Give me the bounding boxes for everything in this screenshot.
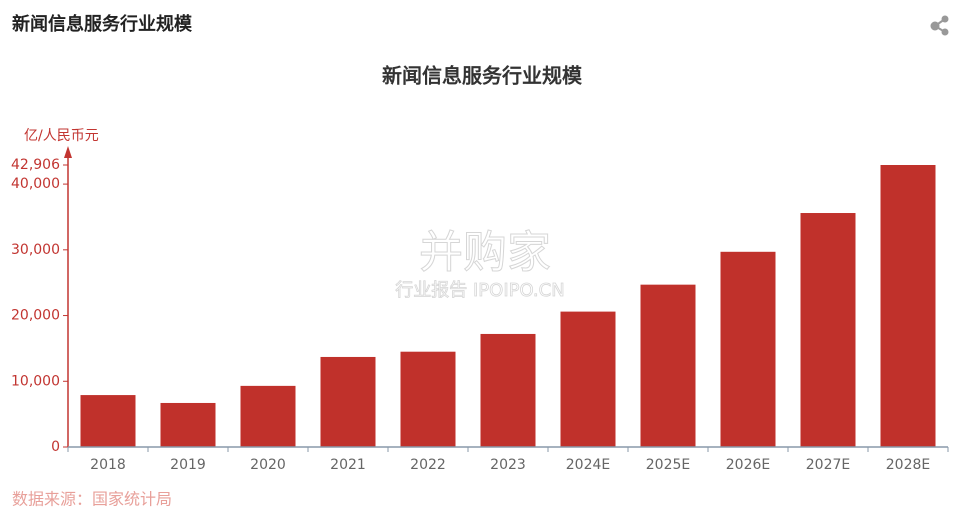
bar: [400, 351, 456, 447]
share-icon[interactable]: [930, 15, 949, 36]
x-tick-label: 2025E: [646, 457, 690, 473]
x-tick-label: 2024E: [566, 457, 610, 473]
y-tick-label: 0: [51, 439, 60, 455]
y-tick-label: 20,000: [11, 308, 60, 324]
bar: [800, 213, 856, 447]
chart-title: 新闻信息服务行业规模: [382, 64, 583, 88]
x-tick-label: 2022: [410, 457, 446, 473]
y-tick-label: 42,906: [11, 157, 60, 173]
x-tick-label: 2019: [170, 457, 206, 473]
y-axis-label: 亿/人民币元: [24, 128, 99, 144]
bar: [480, 333, 536, 447]
page-title: 新闻信息服务行业规模: [12, 13, 193, 35]
source-note: 数据来源：国家统计局: [12, 490, 172, 509]
x-tick-label: 2018: [90, 457, 126, 473]
plot-area: 0 10,000 20,000 30,000 40,000 42,906 2018 2019 2…: [11, 146, 949, 473]
y-tick-label: 30,000: [11, 242, 60, 258]
watermark-brand: 并购家: [419, 227, 551, 278]
bar: [320, 356, 376, 447]
bar: [80, 395, 136, 447]
bar: [240, 385, 296, 447]
y-tick-label: 10,000: [11, 373, 60, 389]
bar: [640, 284, 696, 447]
watermark-text: 行业报告 IPOIPO.CN: [395, 280, 564, 301]
bar: [880, 165, 936, 447]
icon-line: [934, 25, 946, 33]
y-axis-arrow: [64, 146, 72, 158]
bar: [160, 402, 216, 447]
x-tick-label: 2021: [330, 457, 366, 473]
bar: [560, 311, 616, 447]
x-tick-label: 2020: [250, 457, 286, 473]
x-tick-label: 2028E: [886, 457, 930, 473]
bar: [720, 251, 776, 447]
x-tick-label: 2027E: [806, 457, 850, 473]
x-tick-label: 2026E: [726, 457, 770, 473]
y-tick-label: 40,000: [11, 176, 60, 192]
icon-line: [934, 18, 946, 27]
x-tick-label: 2023: [490, 457, 526, 473]
